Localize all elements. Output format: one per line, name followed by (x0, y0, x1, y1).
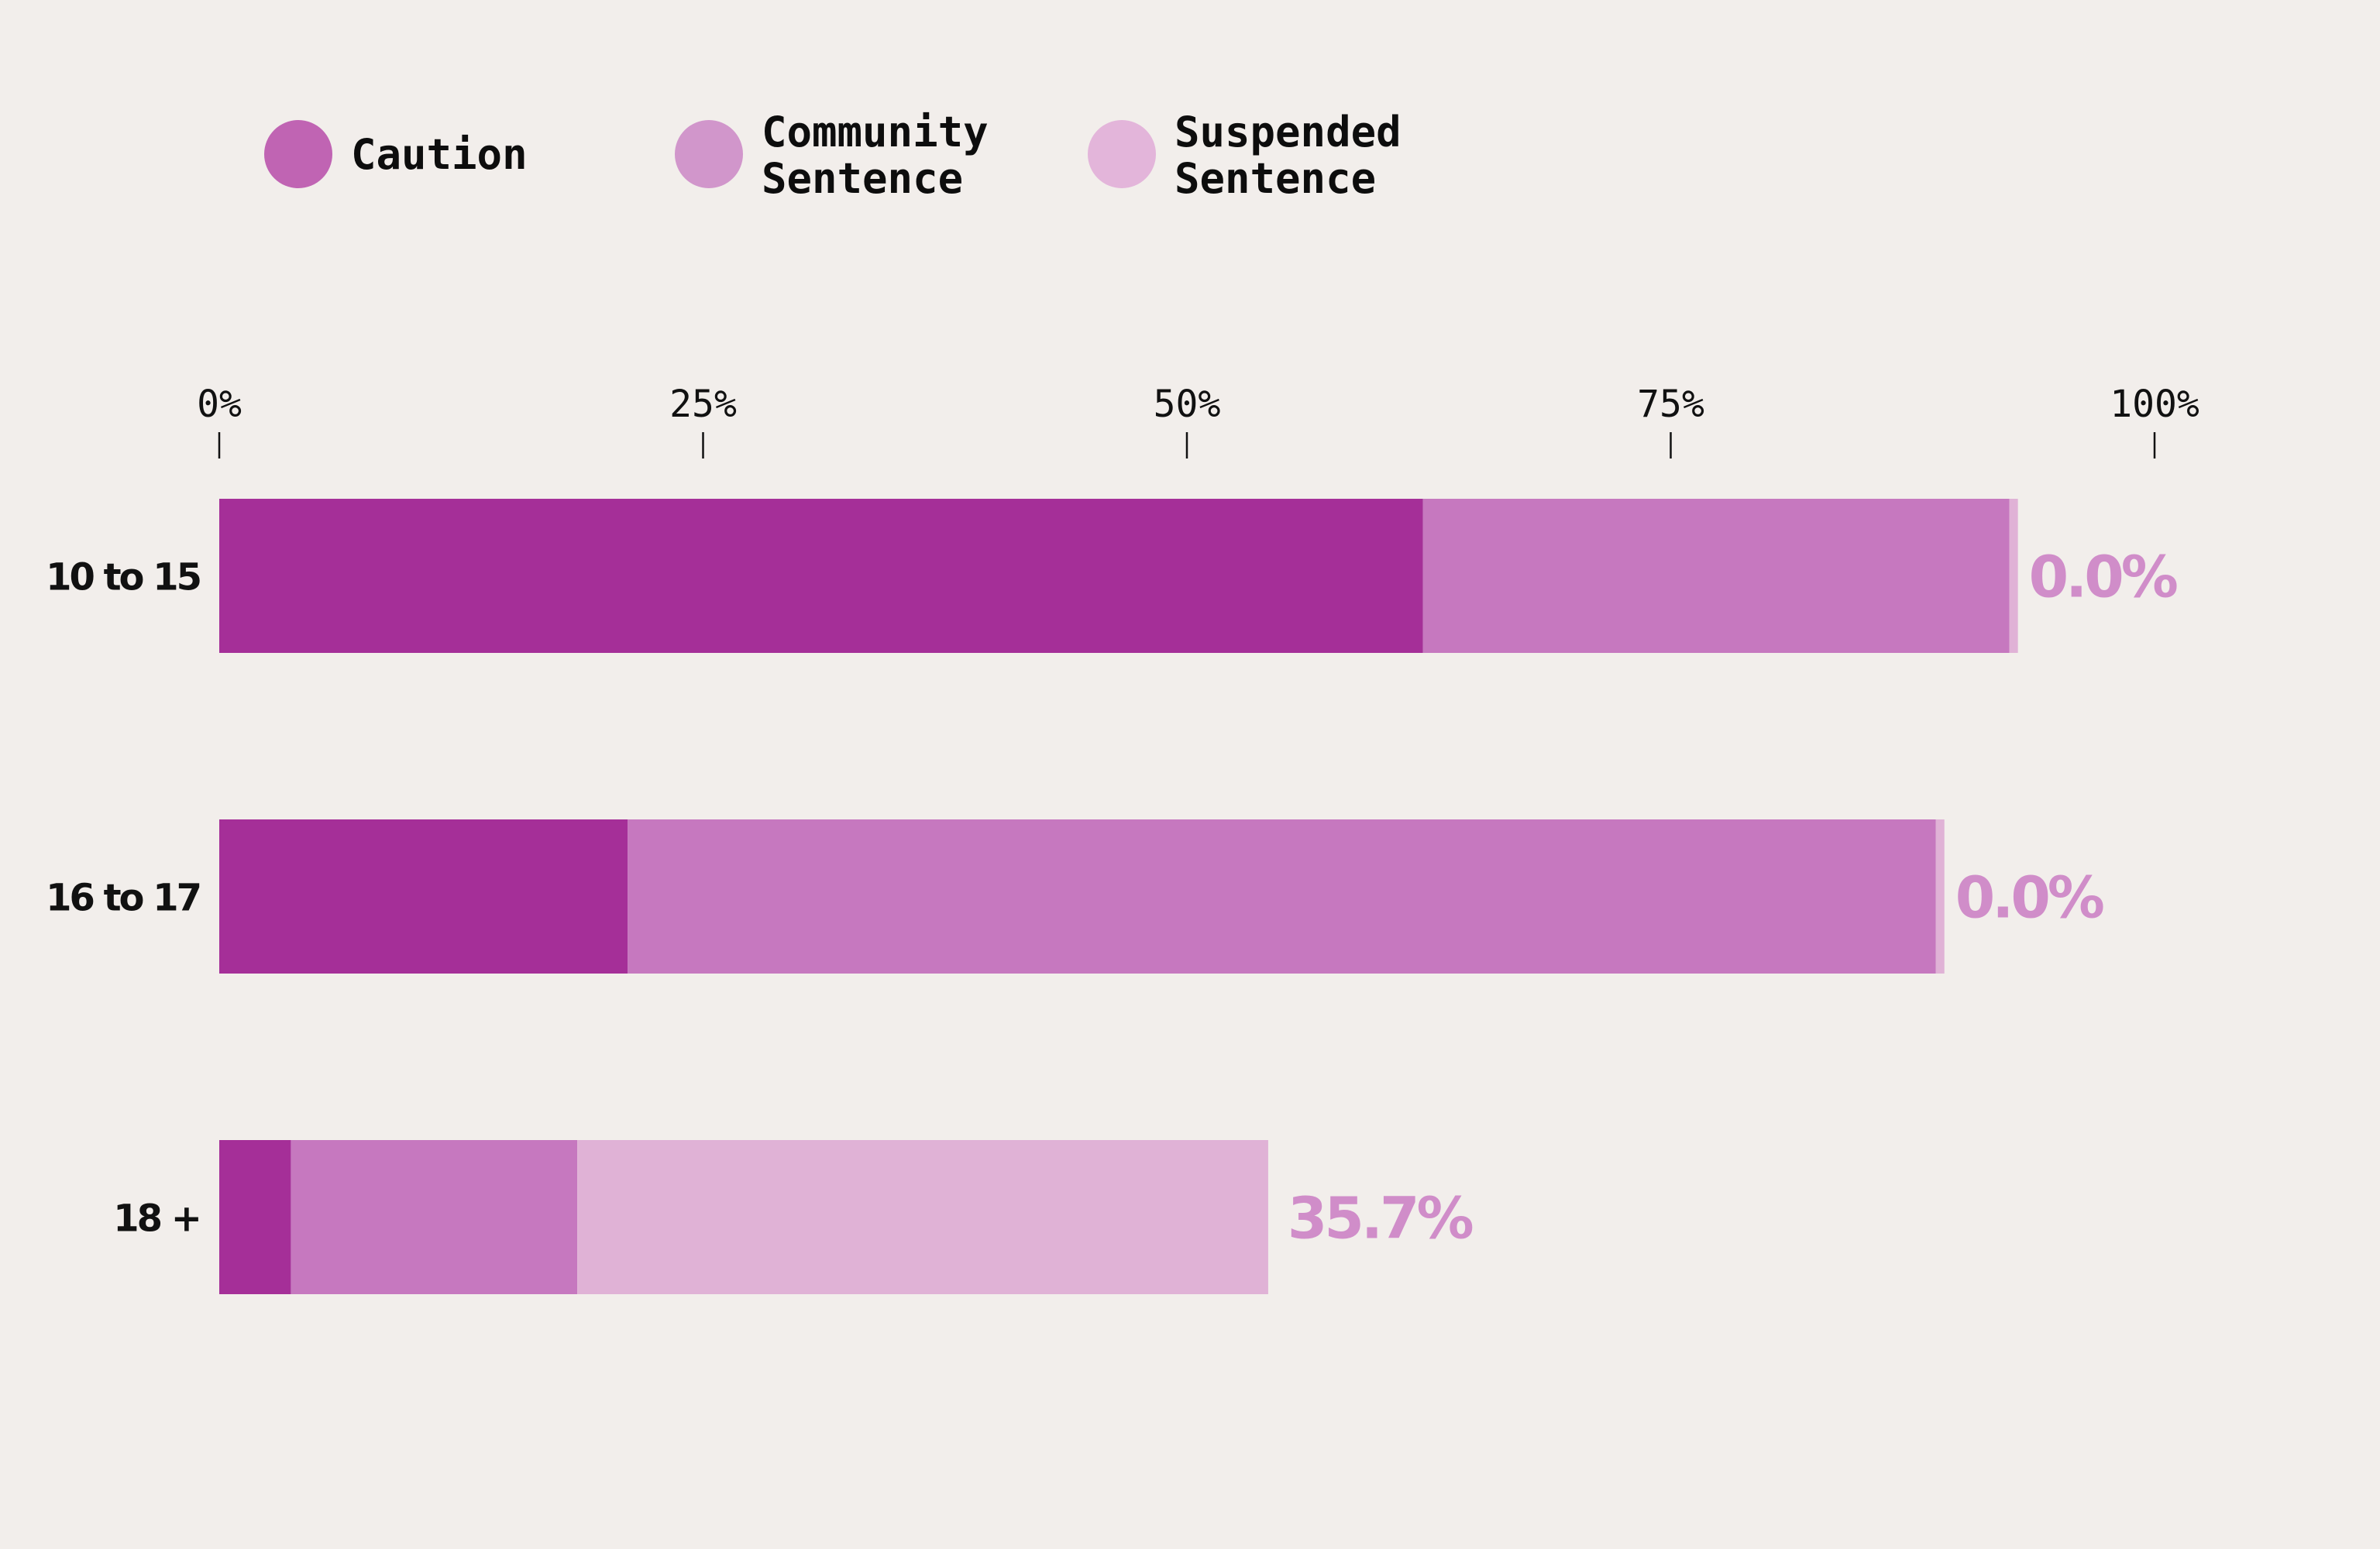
legend-label: Caution (351, 130, 528, 179)
legend: Caution CommunitySentenceSuspendedSentenc… (264, 108, 1402, 203)
legend-label: Suspended (1175, 108, 1402, 156)
bar-segment (219, 819, 628, 974)
x-tick-label: 50% (1154, 383, 1221, 426)
bar-segment (2009, 499, 2018, 653)
category-label: 18 + (113, 1197, 200, 1241)
x-axis: 0% 25% 50% 75% 100% (197, 383, 2199, 459)
category-label: 16 to 17 (46, 877, 200, 920)
bar-segment (1422, 499, 2010, 653)
legend-label: Sentence (762, 154, 963, 203)
legend-swatch (675, 120, 743, 188)
x-tick-label: 75% (1637, 383, 1704, 426)
x-tick-label: 0% (197, 383, 242, 426)
bar-segment (577, 1140, 1268, 1294)
legend-swatch (264, 120, 332, 188)
bar-segment (291, 1140, 578, 1294)
legend-label: Community (762, 108, 989, 156)
category-label: 10 to 15 (46, 556, 201, 599)
bar-segment (1935, 819, 1945, 974)
bar-segment (219, 499, 1423, 653)
legend-label: Sentence (1175, 154, 1376, 203)
x-tick-label: 100% (2110, 383, 2199, 426)
category-labels: 10 to 15 16 to 17 18 + (46, 556, 203, 1241)
value-label: 0.0% (2029, 544, 2177, 611)
bar-segment (219, 1140, 291, 1294)
value-label: 0.0% (1955, 865, 2103, 932)
x-tick-label: 25% (669, 383, 737, 426)
value-label: 35.7% (1288, 1186, 1473, 1252)
value-labels: 0.0% 0.0% 35.7% (1288, 544, 2180, 1252)
legend-item: Caution (264, 120, 528, 188)
legend-swatch (1088, 120, 1156, 188)
bar-segment (628, 819, 1936, 974)
bars (219, 499, 2018, 1294)
